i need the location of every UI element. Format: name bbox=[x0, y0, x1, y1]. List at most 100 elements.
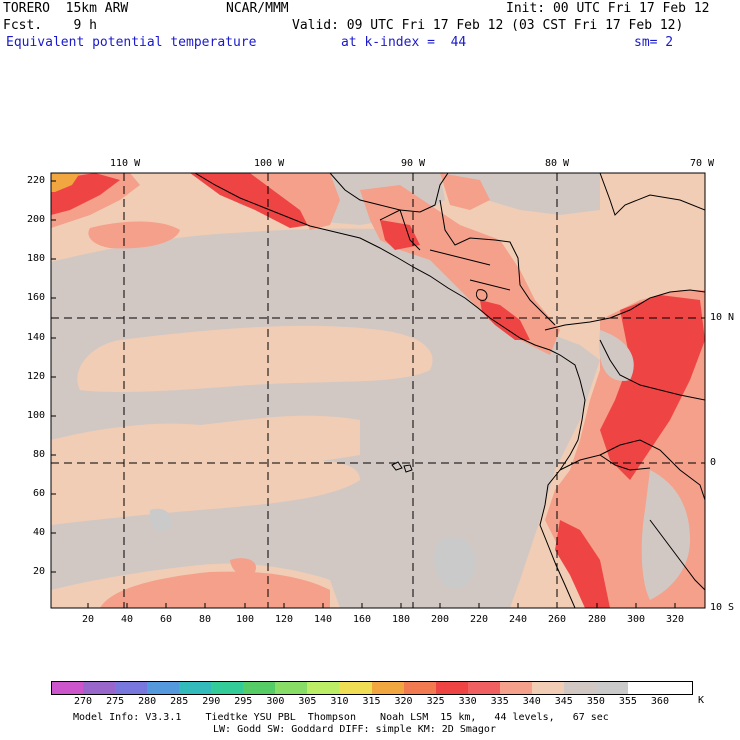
field-name: Equivalent potential temperature bbox=[6, 35, 257, 50]
colorbar-label: 285 bbox=[170, 696, 189, 707]
grid-y-label: 100 bbox=[27, 410, 46, 421]
lat-label-10n: 10 N bbox=[710, 312, 735, 323]
grid-y-label: 80 bbox=[33, 449, 46, 460]
colorbar-label: 330 bbox=[458, 696, 477, 707]
colorbar-swatch bbox=[627, 681, 661, 695]
cool-interior-north bbox=[599, 330, 634, 381]
colorbar-swatch bbox=[499, 681, 533, 695]
colorbar-label: 320 bbox=[394, 696, 413, 707]
colombia-border bbox=[599, 339, 705, 401]
warm-yucatan bbox=[440, 173, 490, 210]
grid-y-label: 20 bbox=[33, 566, 46, 577]
colorbar-label: 305 bbox=[298, 696, 317, 707]
grid-y-label: 200 bbox=[27, 214, 46, 225]
grid-x-label: 240 bbox=[509, 614, 528, 625]
warm-mexico-outer bbox=[250, 173, 340, 230]
grid-y-label: 140 bbox=[27, 332, 46, 343]
forecast-hour: Fcst. 9 h bbox=[3, 18, 97, 33]
colorbar-swatch bbox=[435, 681, 469, 695]
grid-x-label: 60 bbox=[160, 614, 173, 625]
colorbar-swatch bbox=[179, 681, 212, 695]
colorbar-label: 275 bbox=[106, 696, 125, 707]
colorbar-swatch bbox=[563, 681, 597, 695]
colorbar-swatch bbox=[307, 681, 340, 695]
grid-x-label: 100 bbox=[236, 614, 255, 625]
level-label: at k-index = 44 bbox=[341, 35, 467, 50]
warm-patch-south bbox=[230, 558, 256, 575]
colorbar-label: 340 bbox=[522, 696, 541, 707]
left-ticks bbox=[51, 180, 56, 573]
colorbar-label: 325 bbox=[426, 696, 445, 707]
colorbar-label: 355 bbox=[618, 696, 637, 707]
colorbar-swatch bbox=[371, 681, 405, 695]
init-time: Init: 00 UTC Fri 17 Feb 12 bbox=[506, 1, 710, 16]
south-pale-band bbox=[51, 460, 360, 525]
cool-interior bbox=[641, 470, 690, 600]
hot-costa-rica bbox=[480, 300, 530, 340]
mid-ocean-band bbox=[77, 325, 433, 393]
colorbar-swatch bbox=[115, 681, 148, 695]
lat-label-equator: 0 bbox=[710, 457, 717, 468]
grid-y-label: 160 bbox=[27, 292, 46, 303]
smoothing-label: sm= 2 bbox=[634, 35, 674, 50]
grid-y-label: 220 bbox=[27, 175, 46, 186]
grid-x-label: 20 bbox=[82, 614, 95, 625]
colorbar-swatch bbox=[83, 681, 116, 695]
colorbar-label: 350 bbox=[586, 696, 605, 707]
colorbar-label: 290 bbox=[202, 696, 221, 707]
colorbar-swatch bbox=[659, 681, 694, 695]
pacific-sa-coastline bbox=[519, 337, 586, 608]
grid-x-label: 280 bbox=[588, 614, 607, 625]
ecuador-border bbox=[559, 454, 651, 471]
colorbar-swatch bbox=[243, 681, 276, 695]
lon-label-90w: 90 W bbox=[401, 158, 426, 169]
caribbean-coastline bbox=[439, 199, 556, 326]
colorbar-label: 335 bbox=[490, 696, 509, 707]
south-america-coastline bbox=[544, 289, 705, 331]
colorbar-label: 345 bbox=[554, 696, 573, 707]
colorbar-label: 270 bbox=[74, 696, 93, 707]
light-gray-patch bbox=[434, 536, 476, 589]
grid-x-label: 180 bbox=[392, 614, 411, 625]
colorbar-swatch bbox=[51, 681, 85, 695]
hot-colombia bbox=[600, 295, 705, 480]
colorbar-label: 280 bbox=[138, 696, 157, 707]
grid-x-label: 220 bbox=[470, 614, 489, 625]
mexico-coastline bbox=[194, 173, 521, 339]
colorbar-swatch bbox=[211, 681, 244, 695]
grid-y-label: 40 bbox=[33, 527, 46, 538]
grid-x-label: 160 bbox=[353, 614, 372, 625]
agency-label: NCAR/MMM bbox=[226, 1, 289, 16]
florida-coast bbox=[599, 173, 705, 216]
hot-andes bbox=[555, 520, 610, 608]
peru-border bbox=[599, 439, 705, 501]
colorbar-swatch bbox=[531, 681, 565, 695]
colorbar-label: 360 bbox=[650, 696, 669, 707]
colorbar-swatch bbox=[275, 681, 308, 695]
lon-label-80w: 80 W bbox=[545, 158, 570, 169]
cool-ocean-region bbox=[51, 228, 600, 608]
grid-x-label: 120 bbox=[275, 614, 294, 625]
colorbar-label: 295 bbox=[234, 696, 253, 707]
brazil-border bbox=[649, 519, 705, 591]
colorbar-label: 300 bbox=[266, 696, 285, 707]
graticule bbox=[51, 173, 705, 608]
hot-central-america bbox=[380, 220, 420, 250]
grid-x-label: 40 bbox=[121, 614, 134, 625]
colorbar-label: 315 bbox=[362, 696, 381, 707]
warm-south bbox=[100, 571, 330, 608]
grid-x-label: 80 bbox=[199, 614, 212, 625]
model-info: Model Info: V3.3.1 Tiedtke YSU PBL Thomp… bbox=[73, 712, 609, 723]
colorbar-unit: K bbox=[698, 695, 705, 706]
bottom-ticks bbox=[87, 603, 676, 608]
colorbar-swatch bbox=[595, 681, 629, 695]
coastlines bbox=[194, 173, 705, 608]
grid-x-label: 320 bbox=[666, 614, 685, 625]
lon-label-110w: 110 W bbox=[110, 158, 141, 169]
colorbar-swatch bbox=[339, 681, 372, 695]
grid-x-label: 200 bbox=[431, 614, 450, 625]
very-hot-northwest bbox=[51, 173, 80, 192]
warm-blob bbox=[88, 221, 180, 249]
theta-e-field bbox=[51, 173, 705, 608]
